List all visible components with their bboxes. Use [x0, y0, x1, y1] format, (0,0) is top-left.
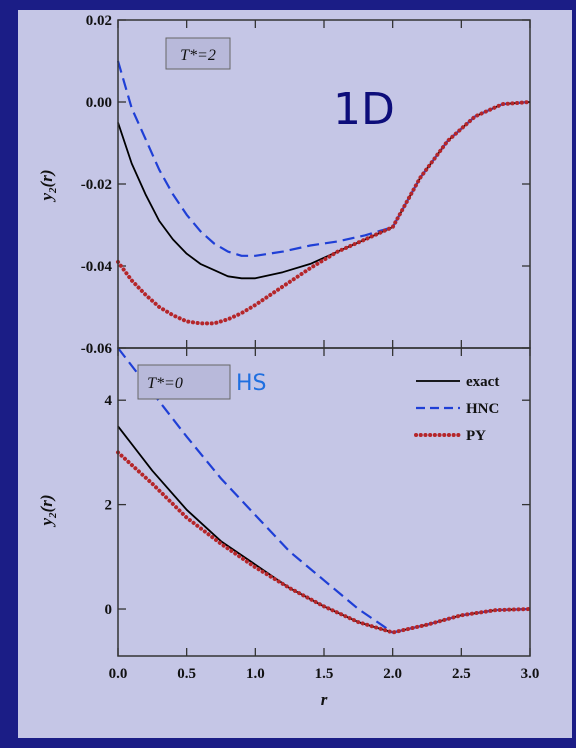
xtick-label: 1.5	[315, 666, 334, 682]
top-ytick-label: 0.00	[86, 95, 112, 111]
plot-background	[18, 10, 572, 738]
xtick-label: 0.0	[109, 666, 128, 682]
bottom-ylabel: y2(r)	[37, 495, 59, 528]
bottom-annotation: T*=0	[147, 375, 183, 392]
legend-label-py: PY	[466, 428, 486, 444]
legend-label-exact: exact	[466, 374, 499, 390]
bottom-panel: 0 2 4 0.0 0.5 1.0 1.5 2.0 2.5 3.0	[105, 347, 540, 682]
top-ytick-label: -0.04	[81, 259, 113, 275]
bottom-ytick-label: 0	[105, 602, 113, 618]
top-ylabel: y2(r)	[37, 170, 59, 203]
top-ytick-label: -0.02	[81, 177, 112, 193]
bottom-ytick-label: 2	[105, 498, 113, 514]
xtick-label: 0.5	[177, 666, 196, 682]
bottom-series-py	[116, 450, 532, 635]
hs-label: HS	[236, 371, 267, 396]
legend: exact HNC PY	[414, 374, 499, 444]
top-series-py	[116, 100, 532, 326]
bottom-ytick-label: 4	[105, 393, 113, 409]
svg-text:y2(r): y2(r)	[37, 495, 59, 528]
svg-text:y2(r): y2(r)	[37, 170, 59, 203]
x-axis-title: r	[321, 690, 328, 709]
top-annotation: T*=2	[180, 47, 216, 64]
xtick-label: 2.5	[452, 666, 471, 682]
top-ytick-label: 0.02	[86, 13, 112, 29]
legend-label-hnc: HNC	[466, 401, 499, 417]
dimension-label: 1D	[333, 84, 395, 135]
bottom-panel-frame	[117, 347, 531, 657]
xtick-label: 3.0	[521, 666, 540, 682]
bottom-annotation-box	[137, 364, 231, 400]
xtick-label: 1.0	[246, 666, 265, 682]
top-annotation-box	[165, 37, 231, 70]
xtick-label: 2.0	[383, 666, 402, 682]
top-ytick-label: -0.06	[81, 341, 113, 357]
top-series-hnc	[116, 60, 531, 257]
